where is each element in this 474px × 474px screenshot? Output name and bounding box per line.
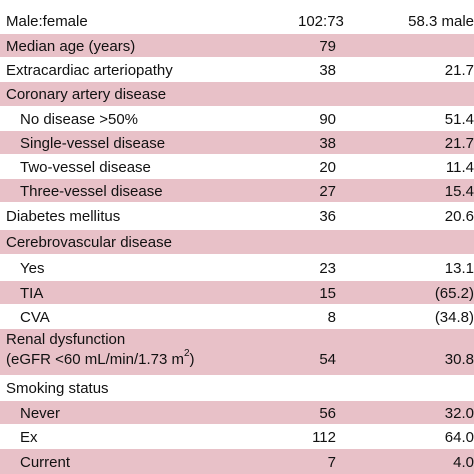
count-value: 38 [319, 135, 336, 152]
count-value: 54 [319, 351, 336, 368]
row-label: Diabetes mellitus [6, 208, 121, 225]
row-label-continued: (eGFR <60 mL/min/1.73 m2) [6, 349, 195, 368]
percent-value: (65.2) [434, 285, 474, 302]
row-label: Yes [20, 260, 45, 277]
table-row: CVA 8 (34.8) [0, 304, 474, 328]
count-value: 102:73 [298, 13, 344, 30]
count-value: 15 [319, 285, 336, 302]
table-row: TIA 15 (65.2) [0, 280, 474, 304]
percent-value: 15.4 [444, 183, 474, 200]
table-row: Cerebrovascular disease [0, 229, 474, 254]
row-label: No disease >50% [20, 111, 138, 128]
percent-value: 11.4 [445, 159, 474, 176]
table-row: Single-vessel disease 38 21.7 [0, 130, 474, 154]
count-value: 20 [319, 159, 336, 176]
count-value: 38 [319, 62, 336, 79]
row-label: Male:female [6, 13, 88, 30]
row-label: Median age (years) [6, 38, 136, 55]
table-row: Smoking status [0, 375, 474, 400]
count-value: 7 [327, 454, 336, 471]
table-row: Coronary artery disease [0, 81, 474, 106]
count-value: 56 [319, 405, 336, 422]
row-label: Never [20, 405, 61, 422]
table-row: Yes 23 13.1 [0, 254, 474, 280]
count-value: 36 [319, 208, 336, 225]
percent-value: 13.1 [444, 260, 474, 277]
row-label: CVA [20, 309, 50, 326]
count-value: 90 [319, 111, 336, 128]
row-label: Smoking status [6, 380, 109, 397]
table-row: Diabetes mellitus 36 20.6 [0, 202, 474, 229]
table-row: No disease >50% 90 51.4 [0, 106, 474, 130]
percent-value: 64.0 [444, 429, 474, 446]
percent-value: 21.7 [444, 135, 474, 152]
row-label: Ex [20, 429, 38, 446]
count-value: 27 [319, 183, 336, 200]
percent-value: (34.8) [434, 309, 474, 326]
table-row: Male:female 102:73 58.3 male [0, 0, 474, 33]
table-row: Renal dysfunction (eGFR <60 mL/min/1.73 m… [0, 328, 474, 375]
count-value: 23 [319, 260, 336, 277]
percent-value: 51.4 [444, 111, 474, 128]
row-label: Coronary artery disease [6, 86, 167, 103]
table-row: Ex 112 64.0 [0, 424, 474, 448]
table-row: Two-vessel disease 20 11.4 [0, 154, 474, 178]
percent-value: 20.6 [444, 208, 474, 225]
percent-value: 32.0 [444, 405, 474, 422]
row-label: Three-vessel disease [20, 183, 163, 200]
percent-value: 30.8 [444, 351, 474, 368]
row-label: TIA [20, 285, 44, 302]
table-row: Three-vessel disease 27 15.4 [0, 178, 474, 202]
count-value: 8 [327, 309, 336, 326]
superscript: 2 [183, 348, 190, 359]
row-label: Current [20, 454, 71, 471]
percent-value: 58.3 male [408, 13, 474, 30]
row-label-continued-text: (eGFR <60 mL/min/1.73 m [6, 351, 184, 368]
row-label: Renal dysfunction [6, 331, 126, 348]
row-label-continued-end: ) [189, 351, 195, 368]
table-row: Current 7 4.0 [0, 448, 474, 474]
count-value: 112 [312, 429, 336, 446]
percent-value: 21.7 [444, 62, 474, 79]
percent-value: 4.0 [453, 454, 474, 471]
table-row: Median age (years) 79 [0, 33, 474, 57]
table-row: Never 56 32.0 [0, 400, 474, 424]
row-label: Cerebrovascular disease [6, 234, 172, 251]
count-value: 79 [319, 38, 336, 55]
row-label: Two-vessel disease [20, 159, 151, 176]
row-label: Extracardiac arteriopathy [6, 62, 173, 79]
row-label: Single-vessel disease [20, 135, 166, 152]
table-row: Extracardiac arteriopathy 38 21.7 [0, 57, 474, 81]
